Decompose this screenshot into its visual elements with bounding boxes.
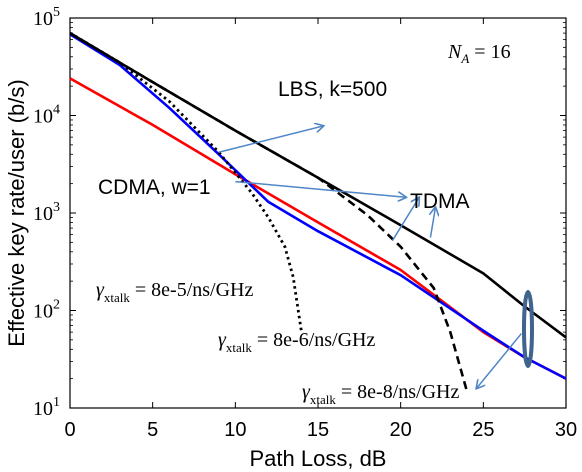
series-group <box>69 31 567 392</box>
x-tick-label: 0 <box>64 419 75 441</box>
x-tick-label: 10 <box>224 419 246 441</box>
x-tick-label: 5 <box>147 419 158 441</box>
axis-ticks: 0 5 10 15 20 25 30 101 102 103 104 105 <box>33 5 577 441</box>
y-tick-label: 105 <box>33 5 60 30</box>
y-tick-label: 101 <box>33 395 60 420</box>
series-line-solid <box>69 33 567 380</box>
xtalk-label-1: γxtalk = 8e-5/ns/GHz <box>96 279 253 305</box>
annotation-arrow <box>235 180 405 198</box>
annotation-arrow <box>477 333 522 389</box>
y-axis-title: Effective key rate/user (b/s) <box>4 79 29 346</box>
y-tick-label: 104 <box>33 103 60 128</box>
lbs-label: LBS, k=500 <box>278 78 387 101</box>
y-tick-label: 102 <box>33 298 60 323</box>
xtalk-label-2: γxtalk = 8e-6/ns/GHz <box>218 329 375 355</box>
curve-group-ellipse <box>522 290 534 368</box>
na-label: NA = 16 <box>447 41 511 66</box>
annotation-arrow <box>218 126 323 153</box>
x-tick-label: 20 <box>390 419 412 441</box>
series-line-solid <box>69 31 567 339</box>
annotation-arrow <box>430 208 435 238</box>
annotation-arrow <box>391 198 418 242</box>
y-tick-label: 103 <box>33 200 60 225</box>
series-line-dotted <box>69 31 303 333</box>
x-tick-label: 30 <box>555 419 577 441</box>
x-tick-label: 25 <box>472 419 494 441</box>
x-axis-title: Path Loss, dB <box>250 446 387 471</box>
xtalk-label-3: γxtalk = 8e-8/ns/GHz <box>302 381 459 407</box>
cdma-label: CDMA, w=1 <box>98 176 211 199</box>
x-tick-label: 15 <box>307 419 329 441</box>
tdma-label: TDMA <box>410 190 470 213</box>
annotation-arrows <box>218 126 522 389</box>
